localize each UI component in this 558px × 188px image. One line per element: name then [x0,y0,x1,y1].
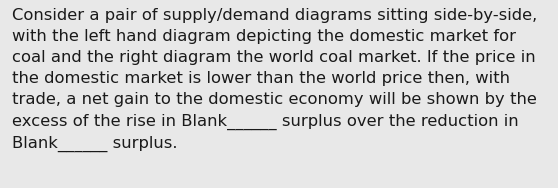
Text: Consider a pair of supply/demand diagrams sitting side-by-side,
with the left ha: Consider a pair of supply/demand diagram… [12,8,537,152]
